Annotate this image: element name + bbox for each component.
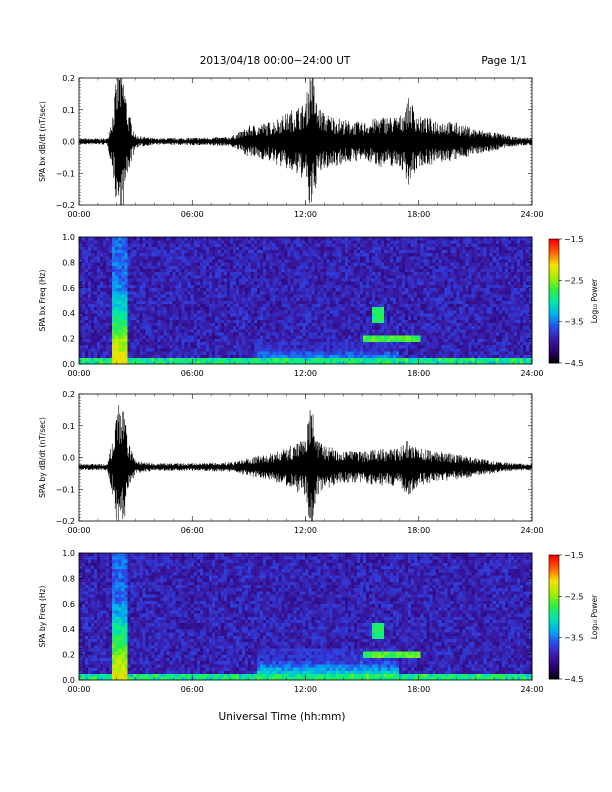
- colorbar-tick-label: −2.5: [564, 592, 583, 601]
- x-tick-label: 00:00: [67, 526, 90, 535]
- colorbar-label: Log₁₀ Power: [590, 278, 599, 323]
- x-tick-label: 24:00: [520, 685, 543, 694]
- x-tick-label: 00:00: [67, 685, 90, 694]
- y-tick-label: 0.4: [62, 625, 75, 634]
- y-tick-label: −0.2: [56, 517, 75, 526]
- y-tick-label: 0.0: [62, 676, 75, 685]
- x-tick-label: 18:00: [407, 685, 430, 694]
- y-tick-label: 0.0: [62, 454, 75, 463]
- x-tick-label: 06:00: [181, 369, 204, 378]
- y-tick-label: 0.8: [62, 258, 75, 267]
- colorbar-tick-label: −4.5: [564, 359, 583, 368]
- y-tick-label: 0.2: [62, 335, 75, 344]
- colorbar-tick-label: −1.5: [564, 551, 583, 560]
- x-tick-label: 00:00: [67, 369, 90, 378]
- y-axis-label: SPA bx Freq (Hz): [38, 270, 47, 332]
- panel-4: −1.5 −2.5 −3.5 −4.5 Log₁₀ Power 1.0 0.8 0.6 0.4 0…: [38, 549, 599, 694]
- y-tick-label: −0.2: [56, 201, 75, 210]
- y-tick-label: 0.2: [62, 390, 75, 399]
- colorbar-tick-label: −2.5: [564, 276, 583, 285]
- y-tick-label: −0.1: [56, 485, 75, 494]
- panel-1: 0.2 0.1 0.0 −0.1 −0.200:00 06:00 12:00 18:00 24:…: [38, 74, 544, 219]
- y-tick-label: 1.0: [62, 549, 75, 558]
- x-tick-label: 12:00: [294, 210, 317, 219]
- colorbar: −1.5 −2.5 −3.5 −4.5 Log₁₀ Power: [548, 235, 599, 368]
- x-tick-label: 18:00: [407, 210, 430, 219]
- colorbar-frame: [548, 238, 560, 364]
- colorbar-tick-label: −3.5: [564, 318, 583, 327]
- y-tick-label: 0.0: [62, 360, 75, 369]
- x-tick-label: 24:00: [520, 210, 543, 219]
- y-tick-label: 1.0: [62, 233, 75, 242]
- panels-group: 0.20.10.0−0.1−0.200:00 06:00 12:00 18:00 24:…: [38, 74, 599, 694]
- panel-3: 0.2 0.1 0.0 −0.1 −0.200:00 06:00 12:00 18:00 24:…: [38, 390, 544, 535]
- y-axis-label: SPA by dB/dt (nT/sec): [38, 417, 47, 498]
- page-indicator: Page 1/1: [481, 55, 527, 67]
- x-tick-label: 12:00: [294, 369, 317, 378]
- y-tick-label: 0.0: [62, 138, 75, 147]
- x-tick-label: 06:00: [181, 210, 204, 219]
- y-tick-label: 0.1: [62, 422, 75, 431]
- x-tick-label: 00:00: [67, 210, 90, 219]
- y-tick-label: 0.4: [62, 309, 75, 318]
- y-tick-label: 0.1: [62, 106, 75, 115]
- y-axis-label: SPA by Freq (Hz): [38, 586, 47, 648]
- y-tick-label: 0.2: [62, 651, 75, 660]
- x-tick-label: 12:00: [294, 526, 317, 535]
- x-tick-label: 12:00: [294, 685, 317, 694]
- y-tick-label: 0.6: [62, 284, 75, 293]
- spectrogram-cells: [79, 237, 533, 365]
- date-range-title: 2013/04/18 00:00−24:00 UT: [200, 55, 351, 67]
- colorbar-tick-label: −4.5: [564, 675, 583, 684]
- x-tick-label: 24:00: [520, 369, 543, 378]
- y-tick-label: 0.2: [62, 74, 75, 83]
- colorbar-frame: [548, 554, 560, 680]
- colorbar: −1.5 −2.5 −3.5 −4.5 Log₁₀ Power: [548, 551, 599, 684]
- x-tick-label: 18:00: [407, 369, 430, 378]
- waveform-trace: [78, 405, 532, 521]
- x-axis-label: Universal Time (hh:mm): [219, 711, 346, 723]
- spectrogram-cells: [79, 553, 533, 681]
- x-tick-label: 06:00: [181, 685, 204, 694]
- y-tick-label: 0.8: [62, 574, 75, 583]
- y-axis-label: SPA bx dB/dt (nT/sec): [38, 101, 47, 182]
- x-tick-label: 18:00: [407, 526, 430, 535]
- colorbar-tick-label: −3.5: [564, 634, 583, 643]
- y-tick-label: 0.6: [62, 600, 75, 609]
- waveform-trace: [78, 78, 532, 205]
- x-tick-label: 06:00: [181, 526, 204, 535]
- panel-2: −1.5 −2.5 −3.5 −4.5 Log₁₀ Power 1.0 0.8 0.6 0.4 0…: [38, 233, 599, 378]
- colorbar-tick-label: −1.5: [564, 235, 583, 244]
- x-tick-label: 24:00: [520, 526, 543, 535]
- colorbar-label: Log₁₀ Power: [590, 594, 599, 639]
- y-tick-label: −0.1: [56, 169, 75, 178]
